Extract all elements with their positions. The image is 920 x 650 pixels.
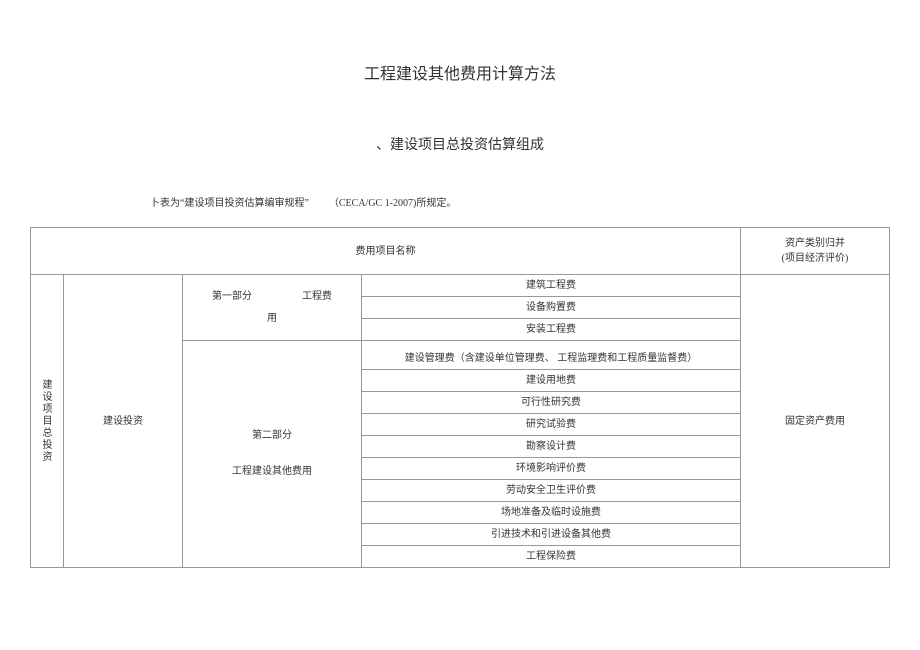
note-prefix: 卜表为“建设项目投资估算编审规程” [150,198,309,209]
part2-row: 建设用地费 [362,370,741,392]
col-total-investment-text: 建设项目总投资 [35,379,53,463]
header-asset-l1: 资产类别归并 [745,236,885,251]
part2-l2: 工程建设其他费用 [187,461,357,483]
page-title: 工程建设其他费用计算方法 [30,60,890,84]
part2-row: 引进技术和引进设备其他费 [362,524,741,546]
asset-fixed: 固定资产费用 [741,275,890,568]
part1-row: 安装工程费 [362,319,741,341]
part2-l1: 第二部分 [187,425,357,447]
part2-row: 场地准备及临时设施费 [362,502,741,524]
table-row: 建设项目总投资 建设投资 第一部分 工程费 用 建筑工程费 固定资产费用 [31,275,890,297]
part2-row: 勘察设计费 [362,436,741,458]
note-suffix: （CECA/GC 1-2007)所规定。 [329,198,457,209]
part2-label: 第二部分 工程建设其他费用 [183,341,362,568]
part1-l1: 第一部分 工程费 [187,286,357,308]
part1-l2: 用 [187,308,357,330]
header-asset-l2: (项目经济评价) [745,251,885,266]
col-total-investment: 建设项目总投资 [31,275,64,568]
table-header-row: 费用项目名称 资产类别归并 (项目经济评价) [31,228,890,275]
part2-row: 环境影响评价费 [362,458,741,480]
part1-row: 设备购置费 [362,297,741,319]
part1-label: 第一部分 工程费 用 [183,275,362,341]
spacer [187,447,357,461]
part2-row: 建设管理费（含建设单位管理费、 工程监理费和工程质量监督费） [362,341,741,370]
header-asset: 资产类别归并 (项目经济评价) [741,228,890,275]
cost-table: 费用项目名称 资产类别归并 (项目经济评价) 建设项目总投资 建设投资 第一部分… [30,227,890,568]
regulation-note: 卜表为“建设项目投资估算编审规程” （CECA/GC 1-2007)所规定。 [150,194,890,209]
part2-row: 工程保险费 [362,546,741,568]
part2-row: 劳动安全卫生评价费 [362,480,741,502]
part2-row: 可行性研究费 [362,392,741,414]
col-construction-investment: 建设投资 [64,275,183,568]
part2-row: 研究试验费 [362,414,741,436]
header-item-name: 费用项目名称 [31,228,741,275]
section-subtitle: 、建设项目总投资估算组成 [30,134,890,154]
part1-row: 建筑工程费 [362,275,741,297]
